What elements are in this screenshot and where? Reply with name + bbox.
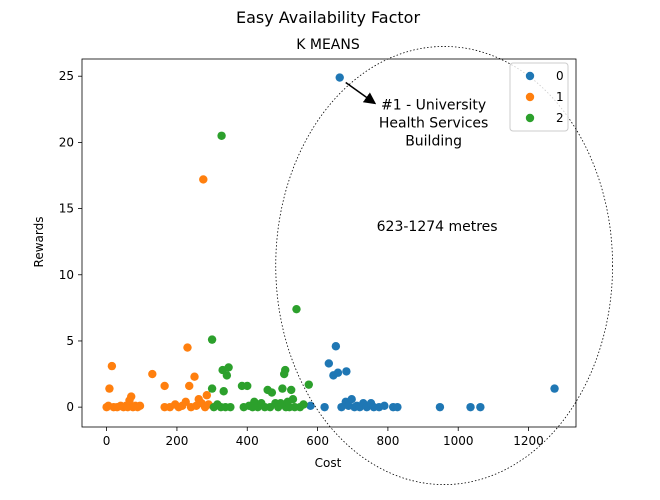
- legend-box: [509, 62, 569, 132]
- data-point-cluster-2: [267, 388, 277, 397]
- data-point-cluster-2: [288, 395, 298, 404]
- chart-title: K MEANS: [296, 37, 360, 53]
- data-point-cluster-1: [181, 397, 190, 407]
- legend-marker-1: [525, 92, 535, 102]
- data-point-cluster-0: [550, 384, 559, 393]
- data-point-cluster-1: [160, 381, 169, 391]
- axes-frame: [81, 58, 577, 428]
- annotation-label-line: Health Services: [379, 115, 488, 131]
- legend-label-2: 2: [556, 111, 564, 125]
- data-point-cluster-0: [335, 73, 344, 82]
- data-point-cluster-0: [306, 401, 315, 411]
- data-point-cluster-2: [219, 387, 228, 396]
- data-point-cluster-2: [222, 371, 232, 380]
- data-point-cluster-0: [393, 402, 402, 412]
- legend-label-0: 0: [556, 69, 564, 83]
- data-point-cluster-1: [185, 381, 194, 391]
- data-point-cluster-1: [148, 369, 157, 379]
- x-tick-label: 1000: [443, 434, 474, 448]
- x-tick-label: 400: [236, 434, 259, 448]
- data-point-cluster-0: [331, 342, 341, 351]
- annotation-label-line: #1 - University: [381, 97, 486, 113]
- y-tick-label: 10: [59, 268, 74, 282]
- data-point-cluster-2: [226, 402, 235, 412]
- data-point-cluster-2: [278, 384, 287, 393]
- data-point-cluster-0: [333, 368, 343, 377]
- data-point-cluster-0: [342, 367, 351, 376]
- figure-suptitle: Easy Availability Factor: [236, 8, 421, 27]
- legend-marker-0: [525, 71, 535, 81]
- data-point-cluster-2: [281, 365, 290, 375]
- data-point-cluster-0: [435, 402, 445, 412]
- y-tick-label: 25: [59, 69, 74, 83]
- y-tick-label: 5: [66, 334, 74, 348]
- y-tick-label: 0: [66, 400, 74, 414]
- data-point-cluster-2: [287, 385, 296, 395]
- data-point-cluster-1: [190, 372, 199, 381]
- data-point-cluster-0: [476, 402, 485, 412]
- x-tick-label: 600: [306, 434, 329, 448]
- data-point-cluster-1: [199, 175, 208, 184]
- data-point-cluster-0: [380, 401, 389, 411]
- distance-range-label: 623-1274 metres: [377, 219, 498, 235]
- data-point-cluster-1: [202, 391, 212, 400]
- data-point-cluster-1: [135, 401, 145, 411]
- data-point-cluster-1: [105, 384, 114, 393]
- data-point-cluster-2: [243, 381, 252, 391]
- x-tick-label: 0: [103, 434, 111, 448]
- y-axis-label: Rewards: [32, 217, 46, 268]
- x-tick-label: 200: [165, 434, 188, 448]
- data-point-cluster-2: [292, 304, 301, 314]
- data-point-cluster-2: [217, 131, 226, 140]
- y-tick-label: 20: [59, 135, 74, 149]
- data-point-cluster-0: [320, 402, 329, 412]
- y-tick-label: 15: [59, 202, 74, 216]
- highlight-ellipse: [275, 46, 613, 485]
- annotation-arrow: [345, 81, 377, 105]
- legend-label-1: 1: [556, 90, 564, 104]
- data-point-cluster-2: [207, 384, 217, 393]
- x-tick-label: 800: [376, 434, 399, 448]
- data-point-cluster-1: [183, 343, 192, 352]
- data-point-cluster-2: [304, 380, 313, 389]
- data-point-cluster-2: [299, 400, 308, 409]
- x-axis-label: Cost: [315, 456, 342, 470]
- data-point-cluster-0: [466, 402, 475, 412]
- annotation-label-line: Building: [405, 133, 462, 149]
- data-point-cluster-2: [207, 335, 217, 344]
- data-point-cluster-0: [347, 395, 356, 404]
- data-point-cluster-1: [107, 361, 117, 371]
- data-point-cluster-2: [224, 363, 233, 372]
- data-point-cluster-0: [324, 359, 334, 368]
- x-tick-label: 1200: [513, 434, 544, 448]
- legend-marker-2: [525, 113, 535, 123]
- data-point-cluster-1: [127, 392, 136, 401]
